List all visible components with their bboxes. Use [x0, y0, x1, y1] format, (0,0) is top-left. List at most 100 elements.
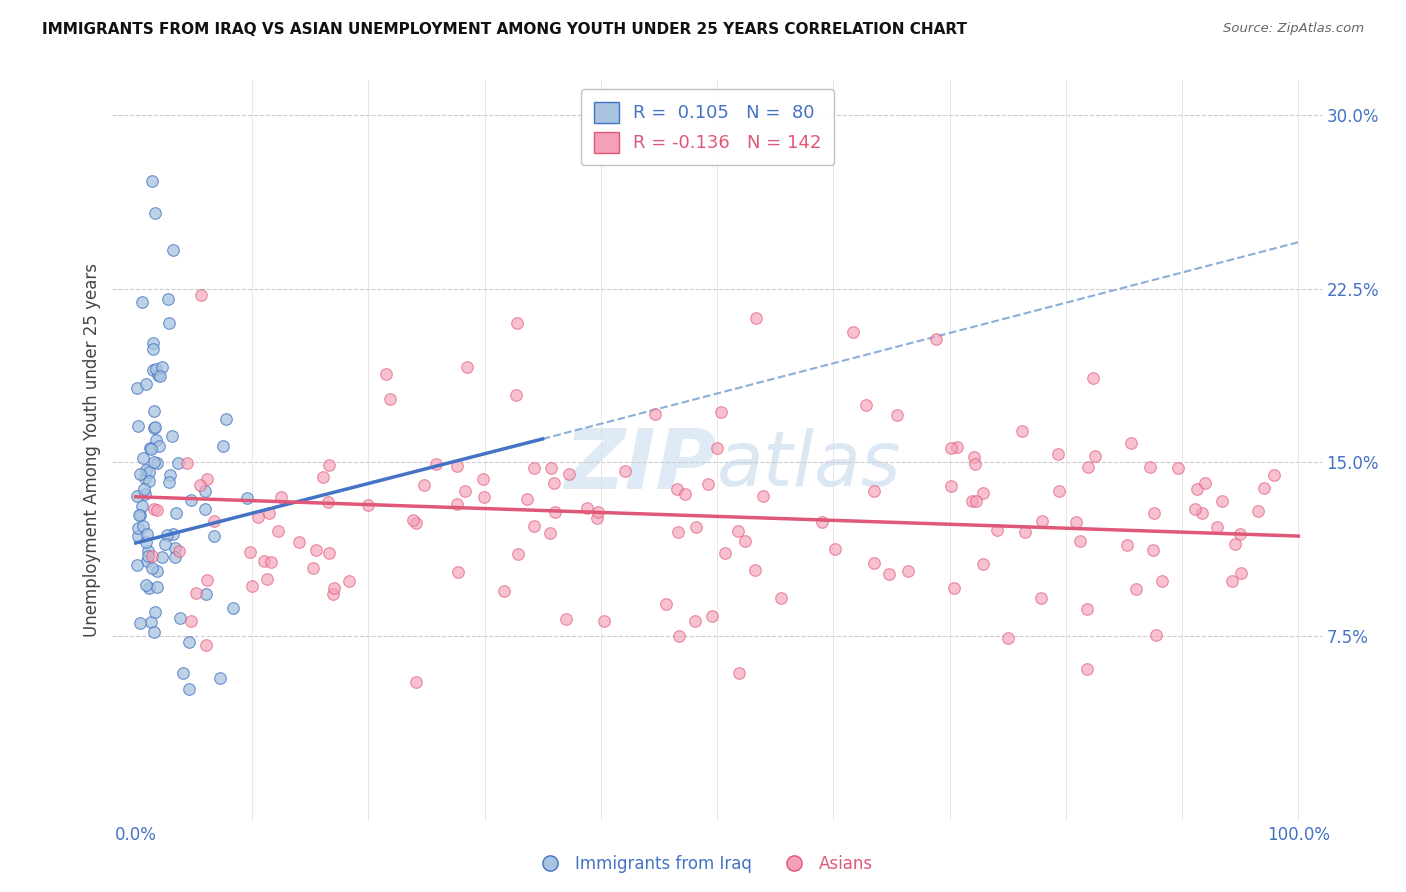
Point [1150, 574, 1173, 589]
Point [146, 503, 169, 517]
Point [302, 560, 325, 574]
Point [472, 472, 495, 486]
Point [141, 549, 163, 564]
Point [127, 418, 149, 433]
Point [318, 458, 340, 472]
Point [167, 456, 190, 470]
Point [1247, 503, 1270, 517]
Point [942, 581, 965, 595]
Point [288, 535, 311, 549]
Point [972, 557, 994, 571]
Point [125, 489, 148, 503]
Point [644, 408, 666, 422]
Point [163, 541, 186, 555]
Point [1144, 628, 1167, 642]
Point [132, 519, 155, 533]
Point [897, 564, 920, 578]
Point [697, 477, 720, 491]
Point [246, 509, 269, 524]
Point [446, 459, 468, 474]
Point [209, 671, 232, 685]
Point [727, 665, 749, 680]
Point [1167, 460, 1189, 475]
Point [194, 638, 217, 652]
Point [446, 497, 468, 511]
Point [540, 461, 562, 475]
Point [492, 584, 515, 599]
Point [862, 484, 884, 499]
Point [322, 587, 344, 601]
Point [523, 519, 546, 533]
Point [143, 605, 166, 619]
Point [1187, 482, 1209, 496]
Point [1047, 483, 1070, 498]
Point [162, 527, 184, 541]
Point [965, 457, 987, 471]
Point [190, 478, 212, 492]
Point [673, 487, 696, 501]
Point [152, 359, 174, 374]
Point [127, 521, 149, 535]
Point [1230, 566, 1253, 580]
Point [727, 524, 749, 539]
Point [194, 587, 217, 601]
Point [146, 456, 169, 470]
Point [194, 502, 217, 516]
Point [267, 524, 290, 538]
Point [157, 475, 180, 489]
Point [131, 295, 153, 310]
Point [1225, 537, 1247, 551]
Point [453, 483, 475, 498]
Point [855, 398, 877, 412]
Point [863, 556, 886, 570]
Point [142, 343, 165, 357]
Text: ZIP: ZIP [564, 425, 717, 506]
Point [1083, 371, 1105, 385]
Point [1077, 460, 1099, 475]
Point [259, 506, 281, 520]
Point [145, 434, 167, 448]
Point [1084, 449, 1107, 463]
Point [142, 455, 165, 469]
Point [135, 377, 157, 392]
Point [744, 563, 766, 577]
Point [142, 403, 165, 417]
Point [128, 508, 150, 523]
Point [1220, 574, 1243, 588]
Point [706, 442, 728, 456]
Point [1184, 501, 1206, 516]
Point [997, 631, 1019, 645]
Point [129, 616, 152, 631]
Point [157, 316, 180, 330]
Point [212, 439, 235, 453]
Point [405, 516, 427, 530]
Point [666, 482, 689, 496]
Point [506, 317, 529, 331]
Point [575, 500, 598, 515]
Point [1031, 515, 1053, 529]
Point [965, 494, 987, 508]
Point [156, 528, 179, 542]
Point [202, 529, 225, 543]
Point [769, 591, 792, 605]
Point [1143, 506, 1166, 520]
Point [538, 526, 561, 541]
Point [222, 601, 245, 615]
Point [134, 487, 156, 501]
Point [939, 442, 962, 456]
Point [824, 541, 846, 556]
Y-axis label: Unemployment Among Youth under 25 years: Unemployment Among Youth under 25 years [83, 263, 101, 638]
Point [842, 326, 865, 340]
Point [179, 681, 201, 696]
Point [1076, 602, 1098, 616]
Point [1116, 538, 1139, 552]
Point [141, 173, 163, 187]
Point [150, 549, 173, 564]
Point [734, 534, 756, 549]
Point [135, 463, 157, 477]
Point [668, 524, 690, 539]
Point [316, 494, 339, 508]
Point [142, 501, 165, 516]
Text: atlas: atlas [717, 428, 901, 502]
Point [204, 514, 226, 528]
